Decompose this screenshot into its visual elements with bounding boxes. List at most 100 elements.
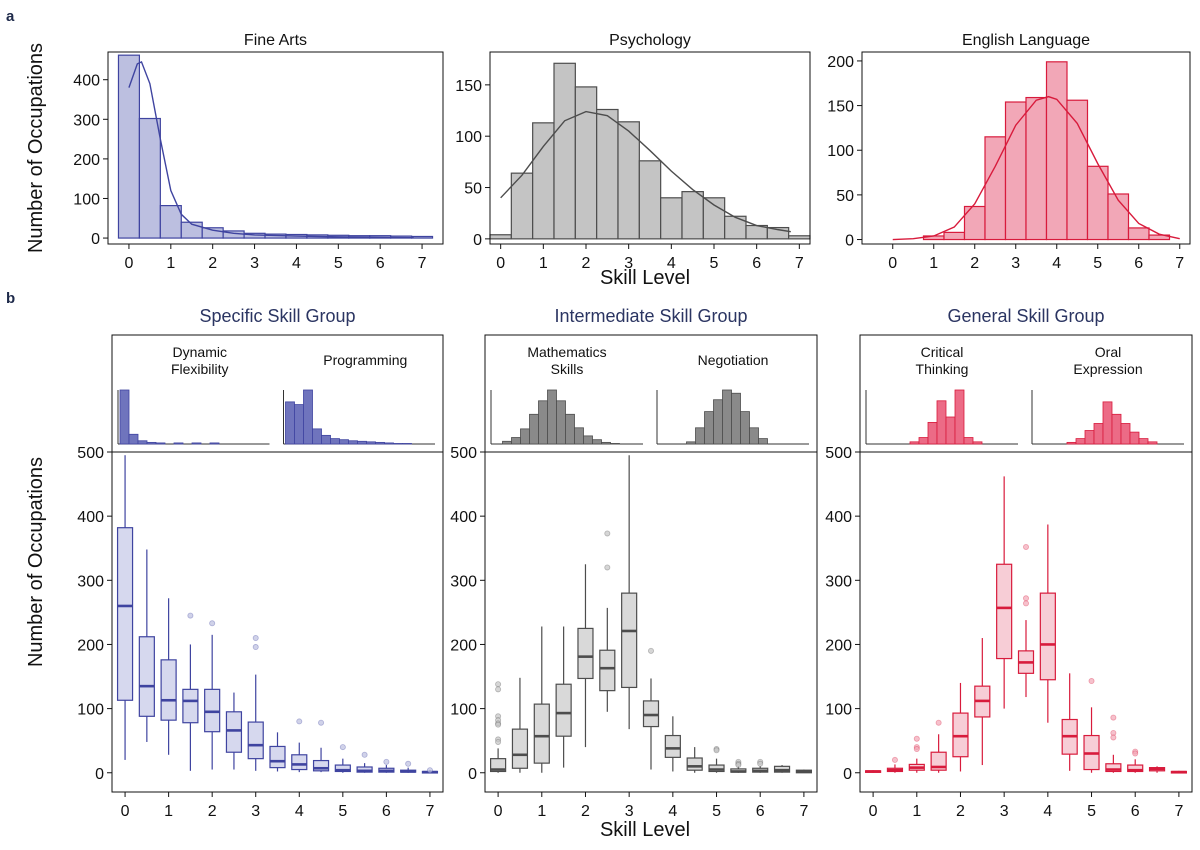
intermediate-skill-group-outlier — [713, 747, 720, 754]
fine-arts-fit-curve — [128, 60, 414, 239]
intermediate-skill-group-ytick-label: 0 — [468, 766, 477, 783]
general-skill-group-inset-label: Oral — [1095, 344, 1121, 360]
general-skill-group-inset-bar — [1066, 441, 1077, 445]
specific-skill-group-xtick-label: 6 — [382, 803, 391, 820]
psychology-bar — [788, 235, 811, 240]
intermediate-skill-group-outlier — [495, 681, 502, 688]
specific-skill-group-inset-bar — [393, 443, 403, 445]
english-language-xtick-label: 0 — [888, 255, 897, 272]
psychology-bar — [574, 86, 598, 240]
general-skill-group-xtick-label: 2 — [956, 803, 965, 820]
fine-arts-bar — [138, 117, 161, 239]
intermediate-skill-group-ytick-label: 400 — [450, 509, 477, 526]
english-language-xtick-label: 7 — [1175, 255, 1184, 272]
fine-arts-ytick-label: 100 — [73, 191, 100, 208]
intermediate-skill-group-xtick-label: 3 — [625, 803, 634, 820]
specific-skill-group-inset-bar — [357, 440, 367, 445]
specific-skill-group-outlier — [252, 635, 259, 642]
english-language-fit-curve — [892, 95, 1180, 241]
english-language-ytick-label: 50 — [836, 188, 854, 205]
specific-skill-group-ytick-label: 0 — [95, 766, 104, 783]
specific-skill-group-inset-bar — [384, 442, 394, 445]
general-skill-group-xtick-label: 3 — [1000, 803, 1009, 820]
specific-skill-group-ytick-label: 400 — [77, 509, 104, 526]
intermediate-skill-group-inset-bar — [713, 399, 723, 445]
english-language-bar — [1045, 61, 1068, 241]
specific-skill-group-box — [182, 688, 199, 724]
english-language-ytick-label: 200 — [827, 54, 854, 71]
psychology-xtick-label: 5 — [710, 255, 719, 272]
specific-skill-group-inset-bar — [155, 442, 166, 445]
psychology-bar — [532, 122, 555, 240]
psychology-ytick-label: 100 — [455, 129, 482, 146]
specific-skill-group-inset-bar — [146, 441, 157, 445]
intermediate-skill-group-inset-bar — [722, 389, 732, 445]
fine-arts-xtick-label: 6 — [376, 255, 385, 272]
intermediate-skill-group-outlier — [648, 647, 655, 654]
english-language-xtick-label: 2 — [970, 255, 979, 272]
specific-skill-group-xtick-label: 0 — [121, 803, 130, 820]
specific-skill-group-xtick-label: 1 — [164, 803, 173, 820]
general-skill-group-inset-bar — [1147, 441, 1158, 445]
specific-skill-group-inset-bar — [312, 428, 322, 445]
chart-fine-arts: Fine Arts 0 100 200 300 400 0 1 2 3 4 5 6 7 — [73, 32, 444, 272]
psychology-xtick-label: 6 — [752, 255, 761, 272]
fine-arts-bar — [410, 235, 434, 239]
general-skill-group-inset-bar — [1111, 413, 1122, 445]
general-skill-group-inset-label: Thinking — [916, 361, 969, 377]
xlabel-panel-b: Skill Level — [600, 819, 690, 841]
specific-skill-group-xtick-label: 4 — [295, 803, 304, 820]
specific-skill-group-box — [291, 754, 308, 771]
intermediate-skill-group-inset-bar — [547, 389, 557, 445]
general-skill-group-box — [996, 563, 1013, 660]
chart-english-language: English Language 0 50 100 150 200 0 1 2 3 4 5 6 7 — [827, 32, 1191, 272]
specific-skill-group-outlier — [361, 751, 368, 758]
psychology-fit-curve — [500, 110, 791, 233]
intermediate-skill-group-inset-bar — [565, 413, 575, 445]
specific-skill-group-ytick-label: 300 — [77, 573, 104, 590]
specific-skill-group-box — [225, 711, 243, 753]
intermediate-skill-group-inset-bar — [538, 400, 548, 445]
intermediate-skill-group-title: Intermediate Skill Group — [554, 306, 747, 326]
psychology-bar — [553, 62, 576, 240]
fine-arts-xtick-label: 5 — [334, 255, 343, 272]
fine-arts-xtick-label: 1 — [166, 255, 175, 272]
general-skill-group-outlier — [1023, 595, 1030, 602]
general-skill-group-xtick-label: 0 — [869, 803, 878, 820]
intermediate-skill-group-ytick-label: 200 — [450, 637, 477, 654]
fine-arts-ytick-label: 400 — [73, 73, 100, 90]
intermediate-skill-group-outlier — [757, 760, 764, 767]
specific-skill-group-inset-bar — [321, 434, 331, 445]
intermediate-skill-group-inset-bar — [695, 427, 705, 445]
chart-psychology: Psychology 0 50 100 150 0 1 2 3 4 5 6 7 — [455, 32, 811, 272]
intermediate-skill-group-inset-label: Negotiation — [698, 352, 769, 368]
fine-arts-xtick-label: 0 — [124, 255, 133, 272]
intermediate-skill-group-box — [686, 757, 703, 771]
intermediate-skill-group-inset-label: Skills — [551, 361, 584, 377]
specific-skill-group-outlier — [209, 620, 216, 627]
psychology-bar — [596, 108, 619, 240]
intermediate-skill-group-inset-bar — [740, 411, 750, 445]
english-language-ytick-label: 150 — [827, 99, 854, 116]
specific-skill-group-inset-bar — [303, 389, 313, 445]
psychology-bar — [638, 160, 662, 240]
fine-arts-plot-frame — [107, 51, 444, 245]
specific-skill-group-ytick-label: 100 — [77, 702, 104, 719]
psychology-bar — [702, 197, 726, 240]
intermediate-skill-group-inset-bar — [704, 411, 714, 445]
general-skill-group-ytick-label: 500 — [825, 445, 852, 462]
ylabel-panel-b: Number of Occupations — [25, 457, 47, 667]
specific-skill-group-ytick-label: 200 — [77, 637, 104, 654]
specific-skill-group-box — [138, 636, 155, 717]
specific-skill-group-plot-frame — [111, 451, 444, 793]
specific-skill-group-outlier — [405, 760, 412, 767]
english-language-ytick-label: 0 — [845, 233, 854, 250]
intermediate-skill-group-inset-bar — [502, 440, 512, 445]
general-skill-group-xtick-label: 5 — [1087, 803, 1096, 820]
psychology-xtick-label: 7 — [795, 255, 804, 272]
psychology-xtick-label: 3 — [624, 255, 633, 272]
intermediate-skill-group-inset-label: Mathematics — [527, 344, 606, 360]
specific-skill-group-box — [269, 745, 286, 769]
intermediate-skill-group-inset-bar — [749, 427, 759, 445]
